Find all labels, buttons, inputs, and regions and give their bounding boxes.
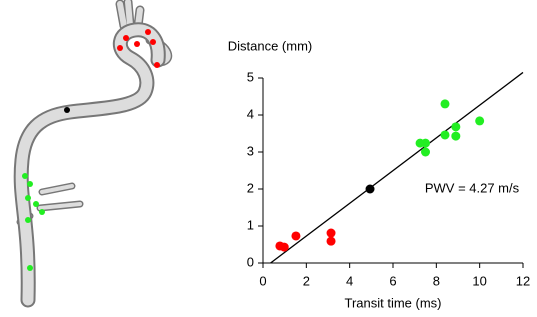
point	[421, 148, 430, 157]
y-tick-label: 4	[247, 106, 254, 121]
plot: Distance (mm) Transit time (ms) PWV = 4.…	[228, 38, 530, 310]
x-tick-label: 2	[303, 273, 310, 288]
point	[327, 237, 336, 246]
aorta-illustration	[20, 2, 168, 300]
x-tick-label: 12	[516, 273, 530, 288]
point	[280, 243, 289, 252]
y-axis-label: Distance (mm)	[228, 38, 313, 53]
y-tick-label: 3	[247, 143, 254, 158]
y-tick-label: 1	[247, 217, 254, 232]
y-tick-label: 0	[247, 254, 254, 269]
x-tick-label: 6	[389, 273, 396, 288]
annotation: PWV = 4.27 m/s	[425, 180, 520, 195]
x-tick-label: 0	[259, 273, 266, 288]
point	[291, 231, 300, 240]
page: {"chart_data": {"type": "scatter", "xlab…	[0, 0, 537, 317]
point	[327, 229, 336, 238]
point	[441, 99, 450, 108]
y-tick-label: 5	[247, 69, 254, 84]
point	[451, 132, 460, 141]
point	[475, 116, 484, 125]
x-axis-label: Transit time (ms)	[344, 295, 441, 310]
figure: Distance (mm) Transit time (ms) PWV = 4.…	[0, 0, 537, 317]
x-tick-label: 10	[472, 273, 486, 288]
point	[451, 122, 460, 131]
x-tick-label: 8	[433, 273, 440, 288]
point	[421, 139, 430, 148]
point	[366, 185, 375, 194]
x-tick-label: 4	[346, 273, 353, 288]
y-tick-label: 2	[247, 180, 254, 195]
fit-line	[271, 72, 523, 263]
point	[441, 130, 450, 139]
